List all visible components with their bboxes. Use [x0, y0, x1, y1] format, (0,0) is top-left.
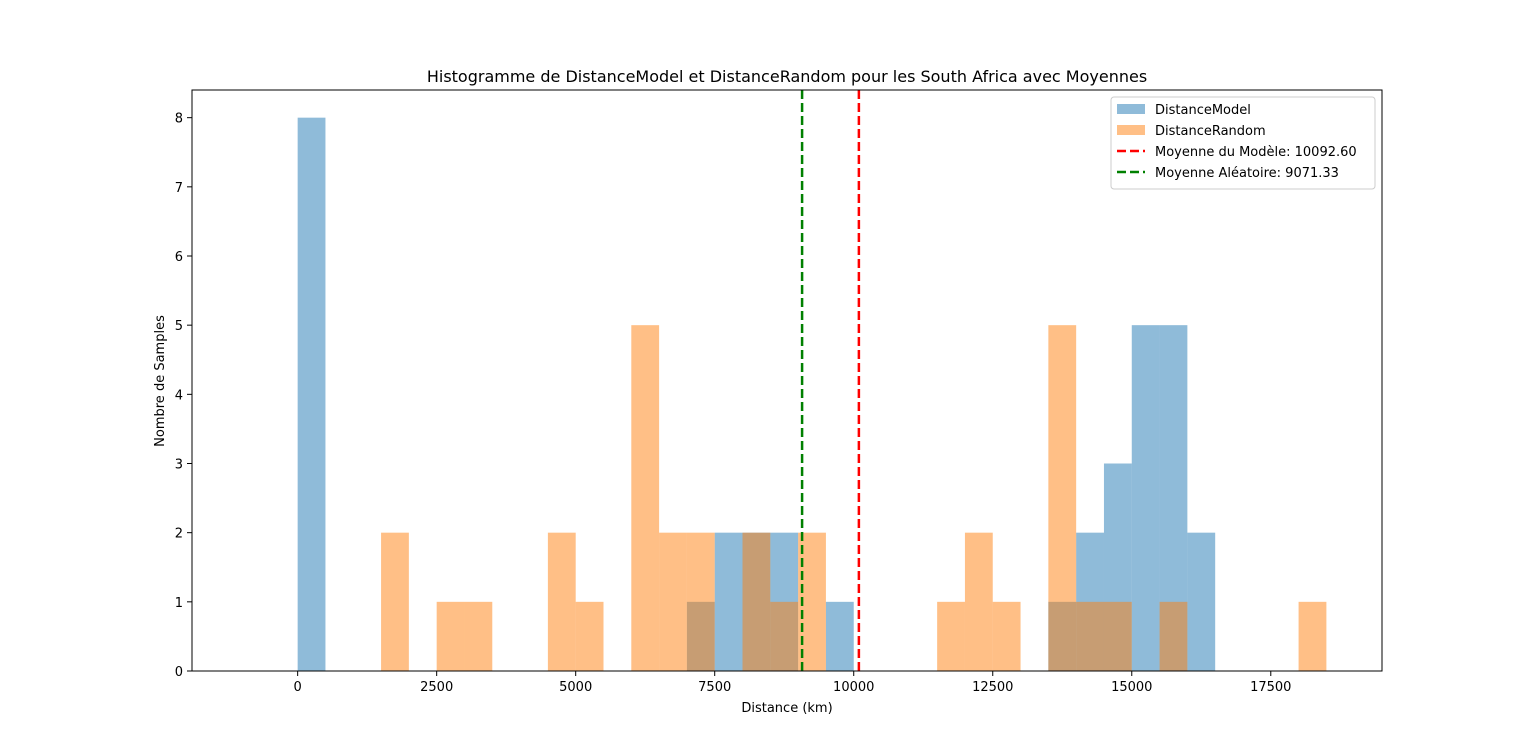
bar-distancerandom-16 — [1103, 601, 1132, 671]
bars-group — [297, 117, 1327, 671]
x-tick-label: 15000 — [1111, 680, 1152, 695]
mean-lines-group — [800, 90, 861, 671]
bar-distancerandom-2 — [464, 601, 493, 671]
legend-box — [1110, 96, 1376, 190]
legend-label: DistanceModel — [1155, 103, 1251, 118]
x-tick-label: 10000 — [833, 680, 874, 695]
y-axis-ticks: 0 1 2 3 4 5 6 7 8 — [175, 112, 192, 680]
y-tick-label: 8 — [175, 112, 183, 127]
x-tick-label: 12500 — [972, 680, 1013, 695]
legend-swatch — [1117, 125, 1145, 135]
legend-swatch — [1117, 104, 1145, 114]
y-tick-label: 6 — [175, 250, 183, 265]
bar-distancemodel-9 — [1131, 325, 1160, 671]
bar-distancerandom-5 — [631, 325, 660, 671]
bar-distancerandom-7 — [686, 532, 715, 671]
legend-label: Moyenne Aléatoire: 9071.33 — [1155, 166, 1339, 181]
bar-distancerandom-1 — [436, 601, 465, 671]
bar-distancemodel-11 — [1187, 532, 1216, 671]
bar-distancerandom-8 — [742, 532, 771, 671]
legend-label: DistanceRandom — [1155, 124, 1266, 139]
x-tick-label: 2500 — [420, 680, 453, 695]
bar-distancerandom-11 — [937, 601, 965, 671]
x-tick-label: 7500 — [698, 680, 731, 695]
bar-distancerandom-15 — [1076, 601, 1104, 671]
bar-distancemodel-5 — [825, 601, 854, 671]
y-tick-label: 2 — [175, 527, 183, 542]
bar-distancerandom-0 — [381, 532, 409, 671]
bar-distancerandom-9 — [770, 601, 799, 671]
y-tick-label: 1 — [175, 596, 183, 611]
y-tick-label: 0 — [175, 665, 183, 680]
bar-distancerandom-4 — [575, 601, 604, 671]
bar-distancerandom-12 — [964, 532, 993, 671]
y-tick-label: 3 — [175, 458, 183, 473]
bar-distancerandom-17 — [1159, 601, 1188, 671]
bar-distancerandom-3 — [547, 532, 576, 671]
plot-frame — [191, 89, 1383, 672]
legend: DistanceModel DistanceRandom Moyenne du Mo… — [1110, 96, 1376, 190]
y-axis-label: Nombre de Samples — [153, 315, 168, 447]
bar-distancerandom-14 — [1048, 325, 1077, 671]
x-tick-label: 17500 — [1250, 680, 1291, 695]
y-tick-label: 5 — [175, 319, 183, 334]
y-tick-label: 7 — [175, 181, 183, 196]
bar-distancemodel-0 — [297, 117, 326, 671]
legend-label: Moyenne du Modèle: 10092.60 — [1155, 145, 1357, 160]
x-axis-label: Distance (km) — [741, 701, 832, 716]
x-tick-label: 5000 — [559, 680, 592, 695]
bar-distancerandom-18 — [1298, 601, 1327, 671]
bar-distancemodel-2 — [714, 532, 743, 671]
bar-distancerandom-13 — [992, 601, 1021, 671]
x-tick-label: 0 — [294, 680, 302, 695]
y-tick-label: 4 — [175, 388, 183, 403]
bar-distancerandom-6 — [659, 532, 687, 671]
chart-title: Histogramme de DistanceModel et Distance… — [427, 67, 1147, 86]
x-axis-ticks: 0 2500 5000 7500 10000 12500 15000 17500 — [294, 671, 1291, 695]
